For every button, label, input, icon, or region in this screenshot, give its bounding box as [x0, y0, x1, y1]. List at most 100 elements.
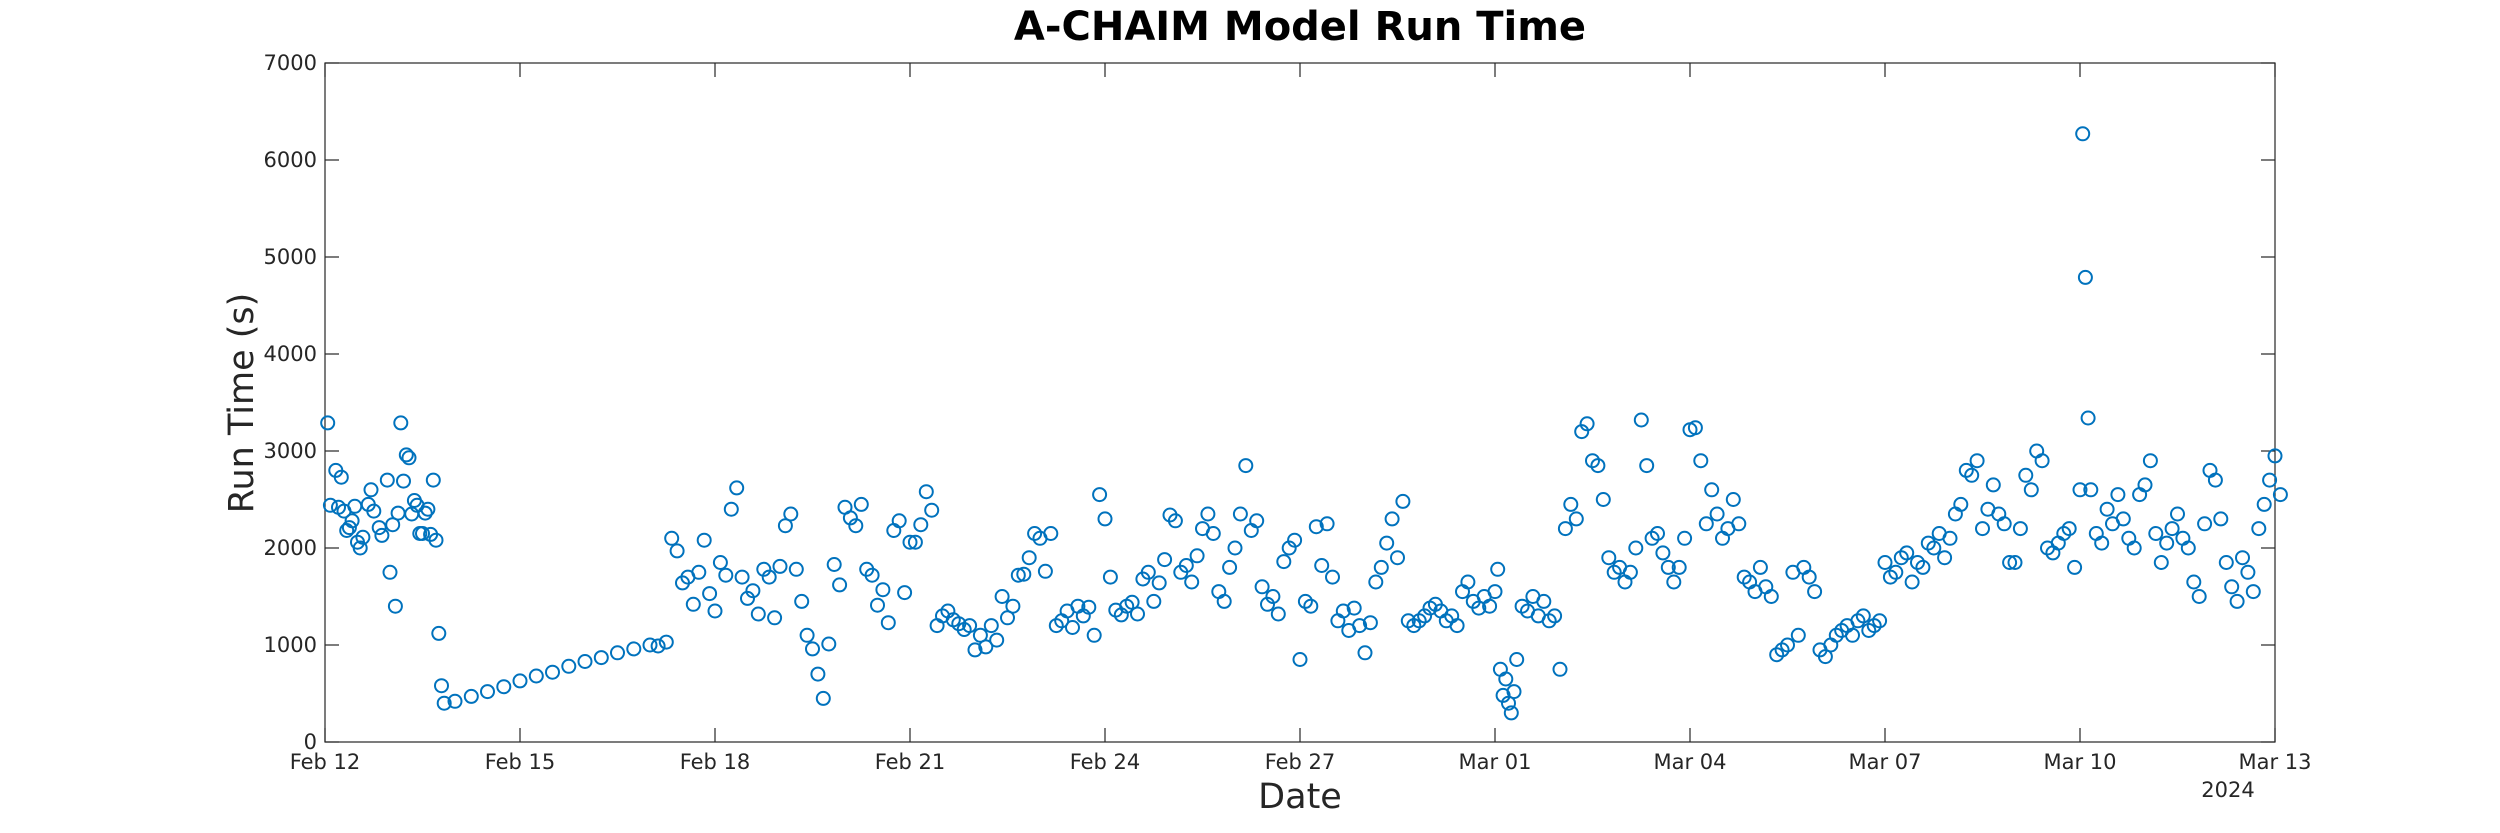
data-point [810, 666, 826, 682]
x-axis-tick-labels: Feb 12 Feb 15 Feb 18 Feb 21 Feb 24 Feb 27 Mar … [290, 750, 2312, 774]
data-point [2218, 555, 2234, 570]
data-point [1888, 564, 1904, 580]
data-point [2180, 540, 2196, 556]
data-point [393, 415, 409, 431]
data-point [1016, 566, 1032, 582]
data-point [2235, 550, 2250, 566]
data-point [420, 501, 436, 517]
data-point [983, 618, 999, 634]
data-point [333, 469, 349, 485]
data-point [1189, 548, 1205, 564]
data-point [593, 650, 609, 666]
data-point [685, 596, 701, 612]
data-point [1200, 506, 1216, 522]
data-point [994, 589, 1010, 604]
data-point [880, 615, 896, 631]
data-point [718, 567, 734, 583]
data-point [415, 526, 430, 541]
data-point [528, 668, 544, 684]
data-point [707, 603, 723, 619]
data-point [1043, 526, 1059, 541]
data-point [363, 482, 379, 498]
data-point [1790, 627, 1806, 643]
data-point [1899, 545, 1915, 561]
y-axis-label: Run Time (s) [222, 293, 262, 514]
data-point [561, 658, 577, 674]
x-tick-label: Mar 04 [1653, 750, 1726, 774]
data-point [734, 569, 750, 585]
data-point [1628, 540, 1644, 556]
data-point [1222, 559, 1238, 575]
data-point [1969, 453, 1985, 469]
data-point [366, 503, 382, 519]
data-point [1872, 613, 1888, 629]
data-point [1568, 511, 1584, 527]
data-point [723, 501, 739, 517]
data-point [2018, 467, 2034, 483]
data-point [902, 534, 918, 550]
data-point [1563, 496, 1579, 512]
data-point [2083, 482, 2099, 498]
data-point [1373, 559, 1389, 575]
data-point [1503, 705, 1519, 721]
data-point [1352, 618, 1368, 634]
data-point [1975, 521, 1990, 537]
x-tick-label: Feb 18 [680, 750, 751, 774]
data-point [1287, 532, 1303, 548]
y-tick-label: 5000 [264, 245, 317, 269]
data-point [1926, 540, 1942, 556]
data-point [344, 513, 360, 529]
data-point [1579, 416, 1595, 432]
data-point [434, 678, 449, 694]
y-tick-label: 2000 [264, 536, 317, 560]
data-point [1081, 599, 1097, 615]
data-point [1167, 513, 1183, 529]
data-point [1346, 600, 1362, 616]
data-point [401, 450, 417, 466]
data-point [702, 586, 718, 602]
data-point [2077, 269, 2093, 285]
data-point [1303, 598, 1319, 614]
data-point [1157, 552, 1173, 568]
data-point [1092, 487, 1108, 503]
data-points [320, 126, 2288, 721]
data-point [691, 564, 707, 580]
x-tick-label: Mar 10 [2043, 750, 2116, 774]
data-point [962, 618, 978, 634]
data-point [1807, 584, 1823, 600]
data-point [320, 415, 336, 431]
data-point [1390, 550, 1405, 566]
data-point [1140, 564, 1156, 580]
y-tick-label: 0 [304, 730, 317, 754]
data-point [2245, 584, 2261, 600]
data-point [1205, 526, 1221, 541]
data-point [2137, 477, 2153, 493]
data-point [428, 532, 444, 548]
data-point [1687, 420, 1703, 436]
data-point [2142, 453, 2158, 469]
x-tick-label: Feb 27 [1265, 750, 1336, 774]
data-point [2159, 535, 2175, 551]
data-point [1595, 492, 1611, 507]
data-point [2213, 511, 2229, 527]
data-point [496, 679, 512, 695]
data-point [2191, 589, 2207, 604]
data-point [805, 641, 820, 657]
data-point [2012, 521, 2028, 537]
data-point [1086, 627, 1102, 643]
data-point [1395, 493, 1411, 509]
data-point [1985, 477, 2001, 493]
data-point [664, 530, 680, 546]
x-tick-label: Mar 13 [2238, 750, 2311, 774]
data-point [1487, 584, 1503, 600]
data-point [1780, 637, 1795, 653]
data-point [1506, 684, 1522, 700]
data-point [1065, 620, 1080, 635]
y-tick-label: 3000 [264, 439, 317, 463]
data-point [2072, 482, 2088, 498]
data-point [1693, 453, 1709, 469]
plot-area [320, 62, 2288, 743]
data-point [1915, 559, 1931, 575]
data-point [387, 598, 403, 614]
data-point [436, 695, 452, 711]
